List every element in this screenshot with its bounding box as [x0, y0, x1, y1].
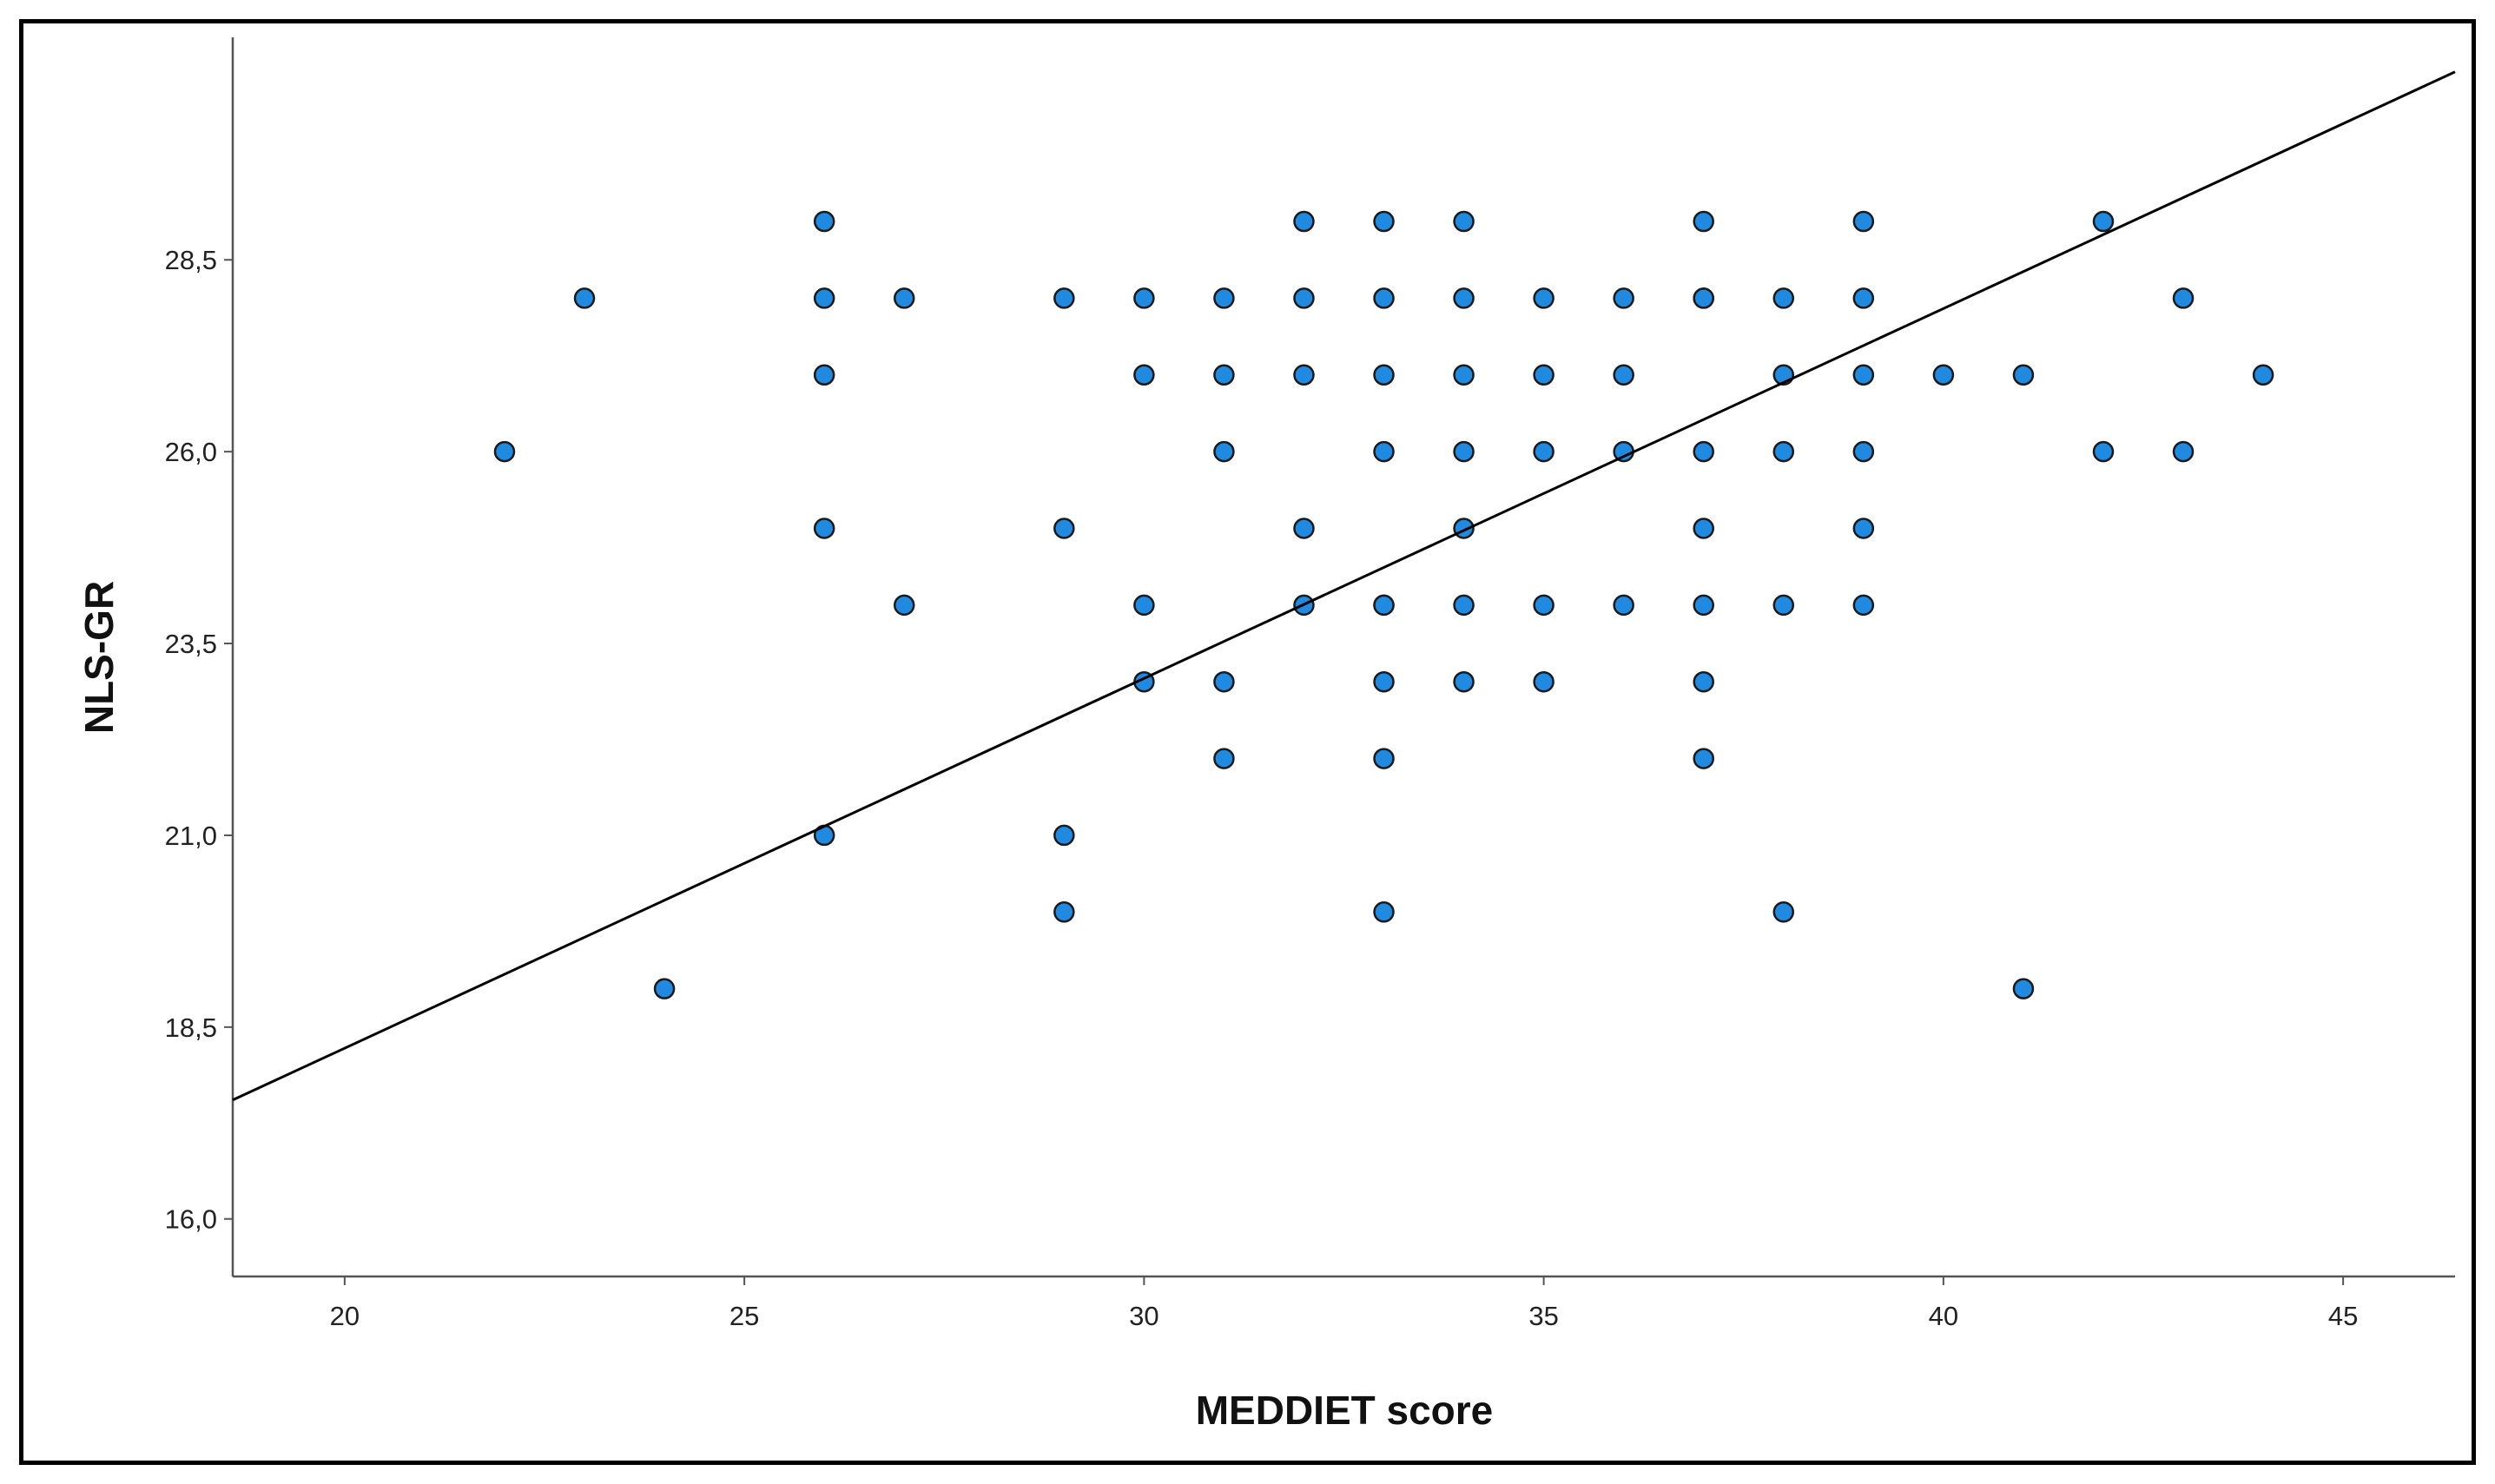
regression-line: [232, 70, 2456, 1102]
x-tick-label: 30: [1129, 1301, 1158, 1331]
y-tick-label: 16,0: [165, 1204, 217, 1235]
data-point: [1053, 287, 1075, 309]
data-point: [1852, 287, 1875, 309]
data-point: [1453, 287, 1475, 309]
data-point: [1693, 210, 1714, 233]
data-point: [2012, 364, 2035, 386]
y-axis-ticks: 16,0 18,5 21,0 23,5 26,0 28,5: [165, 245, 233, 1235]
data-point: [1293, 287, 1315, 309]
data-point: [1453, 594, 1475, 617]
data-point: [1772, 901, 1795, 923]
data-point: [1373, 748, 1395, 769]
data-point: [1293, 518, 1315, 539]
data-point: [1693, 440, 1714, 463]
data-point: [813, 287, 835, 309]
x-tick-label: 35: [1528, 1301, 1558, 1331]
data-point: [1693, 594, 1714, 617]
data-point: [1373, 440, 1395, 463]
chart-frame: 16,0 18,5 21,0 23,5 26,0 28,5 20 25 30 35 40 45 ME…: [19, 19, 2476, 1465]
y-tick-label: 18,5: [165, 1012, 217, 1043]
data-point: [1693, 748, 1714, 769]
data-point: [1213, 748, 1235, 769]
y-tick-label: 28,5: [165, 245, 217, 275]
data-point: [2172, 440, 2195, 463]
data-point: [1772, 594, 1795, 617]
data-point: [1852, 210, 1875, 233]
data-point: [1693, 287, 1714, 309]
data-point: [1852, 364, 1875, 386]
data-point: [1852, 594, 1875, 617]
data-point: [1373, 901, 1395, 923]
data-point: [573, 287, 596, 309]
data-point: [1133, 594, 1155, 617]
x-tick-label: 20: [330, 1301, 360, 1331]
data-point: [653, 978, 676, 999]
data-point: [893, 287, 915, 309]
data-point: [813, 364, 835, 386]
data-point: [1133, 364, 1155, 386]
data-point: [1613, 287, 1634, 309]
data-point: [1293, 210, 1315, 233]
data-point: [1053, 901, 1075, 923]
data-point: [1533, 670, 1554, 693]
data-point: [1053, 518, 1075, 539]
data-point: [813, 210, 835, 233]
data-point: [1373, 594, 1395, 617]
data-point: [1613, 594, 1634, 617]
y-axis-title: NLS-GR: [76, 581, 122, 734]
data-point: [1053, 824, 1075, 847]
data-point: [1373, 670, 1395, 693]
data-point: [1852, 440, 1875, 463]
data-point: [893, 594, 915, 617]
x-axis-title: MEDDIET score: [1196, 1388, 1494, 1433]
data-point: [2172, 287, 2195, 309]
data-point: [1213, 440, 1235, 463]
data-point: [1772, 440, 1795, 463]
data-point: [1533, 364, 1554, 386]
data-point: [2092, 210, 2115, 233]
data-point: [1133, 287, 1155, 309]
y-tick-label: 26,0: [165, 437, 217, 467]
y-tick-label: 23,5: [165, 629, 217, 659]
data-point: [1293, 364, 1315, 386]
data-point: [2252, 364, 2274, 386]
data-point: [1533, 440, 1554, 463]
data-point: [1852, 518, 1875, 539]
data-point: [1213, 287, 1235, 309]
data-points: [493, 210, 2274, 999]
data-point: [1213, 364, 1235, 386]
x-tick-label: 40: [1929, 1301, 1958, 1331]
data-point: [1373, 210, 1395, 233]
data-point: [1213, 670, 1235, 693]
data-point: [1453, 364, 1475, 386]
data-point: [1613, 364, 1634, 386]
x-tick-label: 45: [2328, 1301, 2358, 1331]
data-point: [1453, 440, 1475, 463]
data-point: [1772, 287, 1795, 309]
x-axis-ticks: 20 25 30 35 40 45: [330, 1276, 2358, 1331]
data-point: [1533, 594, 1554, 617]
data-point: [1693, 518, 1714, 539]
data-point: [2012, 978, 2035, 999]
y-tick-label: 21,0: [165, 821, 217, 851]
data-point: [813, 518, 835, 539]
data-point: [493, 440, 516, 463]
data-point: [1453, 210, 1475, 233]
data-point: [1453, 670, 1475, 693]
data-point: [1373, 364, 1395, 386]
data-point: [1373, 287, 1395, 309]
data-point: [1533, 287, 1554, 309]
x-tick-label: 25: [729, 1301, 759, 1331]
data-point: [1932, 364, 1955, 386]
data-point: [1693, 670, 1714, 693]
scatter-chart: 16,0 18,5 21,0 23,5 26,0 28,5 20 25 30 35 40 45 ME…: [76, 37, 2456, 1433]
data-point: [2092, 440, 2115, 463]
